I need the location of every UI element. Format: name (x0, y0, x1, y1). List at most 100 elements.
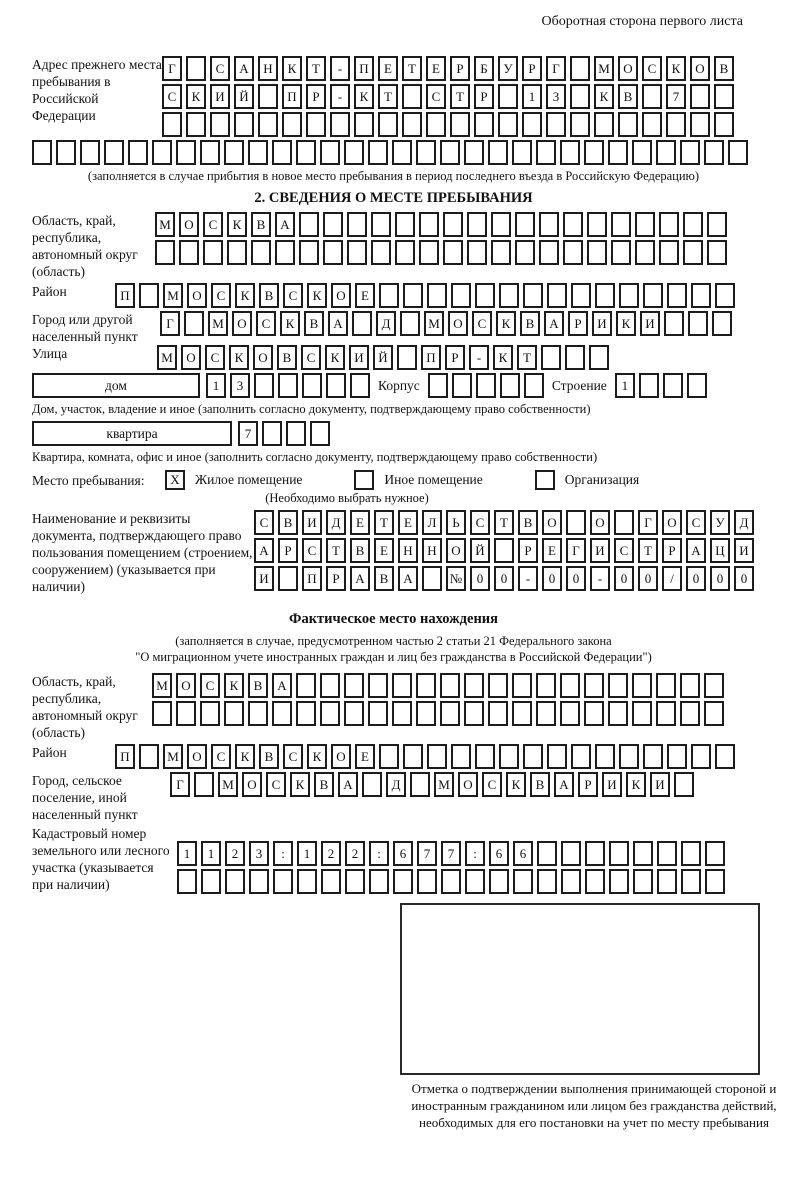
char-cell: С (200, 673, 220, 698)
char-cell (560, 140, 580, 165)
char-cell (633, 869, 653, 894)
char-cell: Р (306, 84, 326, 109)
char-cell: Т (638, 538, 658, 563)
residential-label: Жилое помещение (195, 472, 303, 487)
char-cell (584, 140, 604, 165)
char-cell (570, 112, 590, 137)
char-cell: 0 (614, 566, 634, 591)
char-cell: Р (578, 772, 598, 797)
char-cell (441, 869, 461, 894)
char-cell (419, 240, 439, 265)
char-cell (352, 311, 372, 336)
char-cell (32, 140, 52, 165)
previous-address-label: Адрес прежнего места пребывания в Россий… (32, 57, 162, 123)
char-cell: М (163, 283, 183, 308)
char-cell: М (157, 345, 177, 370)
char-cell: : (369, 841, 389, 866)
char-cell: П (302, 566, 322, 591)
char-cell: О (232, 311, 252, 336)
char-cell (690, 112, 710, 137)
char-cell (464, 701, 484, 726)
char-cell: Й (373, 345, 393, 370)
char-cell (254, 373, 274, 398)
char-cell (278, 373, 298, 398)
char-cell: 7 (441, 841, 461, 866)
char-cell (656, 140, 676, 165)
char-cell: О (662, 510, 682, 535)
char-cell (475, 283, 495, 308)
char-cell (397, 345, 417, 370)
char-cell (427, 744, 447, 769)
char-cell: В (530, 772, 550, 797)
char-cell: 2 (345, 841, 365, 866)
char-cell: - (590, 566, 610, 591)
char-cell (451, 373, 472, 398)
char-cell (402, 84, 422, 109)
char-cell (467, 240, 487, 265)
char-cell: У (710, 510, 730, 535)
char-cell (618, 112, 638, 137)
char-cell: С (205, 345, 225, 370)
organization-label: Организация (564, 472, 640, 487)
char-cell: К (496, 311, 516, 336)
char-cell: В (618, 84, 638, 109)
char-cell (347, 240, 367, 265)
char-cell (546, 112, 566, 137)
fact-city-row: Город, сельское поселение, иной населенн… (32, 772, 755, 823)
char-cell (635, 240, 655, 265)
char-cell (488, 701, 508, 726)
char-cell (570, 56, 590, 81)
char-cell (595, 283, 615, 308)
char-cell: : (273, 841, 293, 866)
char-cell: 6 (393, 841, 413, 866)
char-cell (632, 673, 652, 698)
char-cell: К (666, 56, 686, 81)
char-cell: И (590, 538, 610, 563)
char-cell (560, 673, 580, 698)
char-cell (155, 240, 175, 265)
char-cell: 2 (225, 841, 245, 866)
char-cell (585, 869, 605, 894)
char-cell (656, 701, 676, 726)
char-cell (427, 283, 447, 308)
char-cell (306, 112, 326, 137)
fact-region-label: Область, край, республика, автономный ок… (32, 674, 138, 740)
char-row (152, 701, 728, 726)
char-cell (225, 869, 245, 894)
char-cell (440, 140, 460, 165)
char-cell (416, 140, 436, 165)
char-cell (344, 140, 364, 165)
char-cell (320, 673, 340, 698)
building-label: Строение (551, 378, 607, 393)
char-cell: - (330, 84, 350, 109)
char-cell: Н (422, 538, 442, 563)
char-cell: М (594, 56, 614, 81)
char-cell (587, 240, 607, 265)
char-cell: Н (398, 538, 418, 563)
char-cell: Н (258, 56, 278, 81)
char-cell (705, 841, 725, 866)
char-cell: Т (378, 84, 398, 109)
char-row (162, 112, 738, 137)
char-cell (522, 112, 542, 137)
char-cell (152, 701, 172, 726)
char-cell: К (493, 345, 513, 370)
house-box: дом (32, 373, 200, 398)
char-cell: С (642, 56, 662, 81)
char-cell (680, 701, 700, 726)
char-cell: И (602, 772, 622, 797)
char-cell: К (354, 84, 374, 109)
char-cell (705, 869, 725, 894)
char-cell (310, 421, 330, 446)
char-cell (728, 140, 748, 165)
char-cell: А (350, 566, 370, 591)
char-cell (608, 140, 628, 165)
char-cell: В (304, 311, 324, 336)
char-cell (715, 283, 735, 308)
actual-location-caption1: (заполняется в случае, предусмотренном ч… (175, 634, 612, 648)
char-cell (608, 701, 628, 726)
char-cell (177, 869, 197, 894)
